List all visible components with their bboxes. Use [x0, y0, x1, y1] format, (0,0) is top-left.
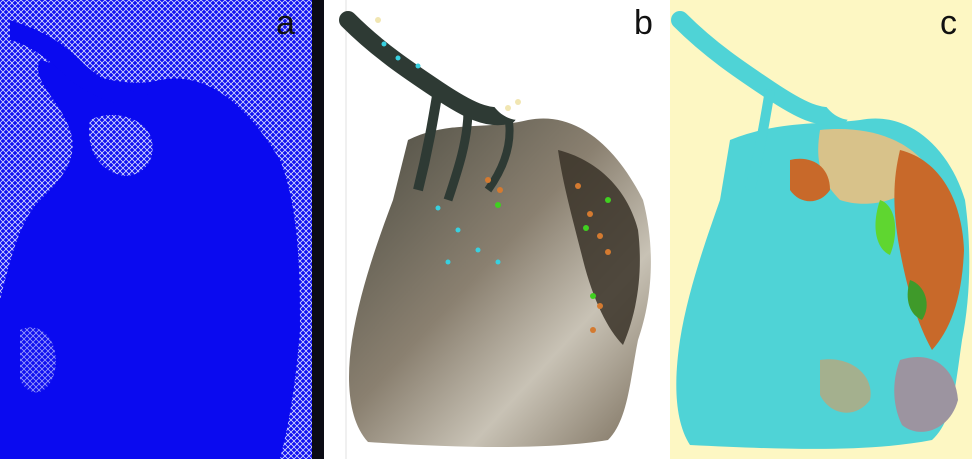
sample-points — [375, 17, 611, 333]
panel-c: c — [670, 0, 972, 459]
panel-c-image — [670, 0, 972, 459]
panel-a-image — [0, 0, 324, 459]
panel-a: a — [0, 0, 324, 459]
panel-c-label: c — [940, 4, 957, 42]
panel-b-image — [338, 0, 660, 459]
panel-b-label: b — [634, 4, 653, 42]
panel-b: b — [338, 0, 660, 459]
panel-a-label: a — [276, 4, 295, 42]
